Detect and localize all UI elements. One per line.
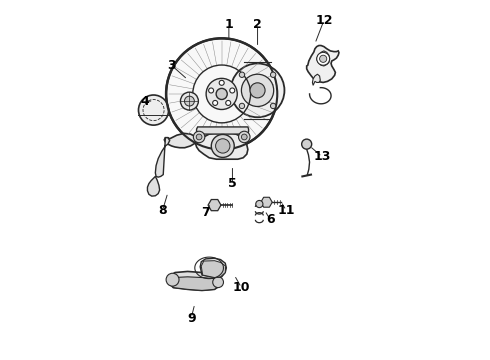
- Polygon shape: [147, 176, 160, 196]
- Circle shape: [270, 72, 276, 77]
- Circle shape: [250, 83, 265, 98]
- Circle shape: [216, 139, 230, 153]
- Circle shape: [256, 201, 263, 208]
- Circle shape: [239, 72, 245, 77]
- Circle shape: [231, 63, 285, 117]
- Text: 2: 2: [253, 18, 262, 31]
- Polygon shape: [261, 197, 272, 207]
- Text: 12: 12: [315, 14, 333, 27]
- Text: 9: 9: [187, 311, 196, 325]
- Circle shape: [166, 273, 179, 286]
- Circle shape: [230, 88, 235, 93]
- Circle shape: [239, 103, 245, 109]
- Circle shape: [226, 100, 231, 105]
- Circle shape: [213, 100, 218, 105]
- Text: 5: 5: [228, 177, 237, 190]
- Polygon shape: [307, 45, 339, 82]
- Polygon shape: [168, 271, 220, 291]
- Circle shape: [219, 80, 224, 85]
- Circle shape: [213, 277, 223, 288]
- Text: 3: 3: [167, 59, 176, 72]
- Circle shape: [239, 131, 250, 143]
- Polygon shape: [196, 132, 248, 159]
- Circle shape: [206, 78, 237, 109]
- Text: 11: 11: [277, 204, 295, 217]
- Text: 1: 1: [224, 18, 233, 31]
- Text: 13: 13: [314, 150, 331, 163]
- Circle shape: [319, 55, 327, 62]
- Circle shape: [270, 103, 276, 109]
- Circle shape: [184, 96, 195, 106]
- Polygon shape: [172, 277, 219, 291]
- Text: 8: 8: [158, 204, 167, 217]
- Circle shape: [242, 134, 247, 140]
- Text: 10: 10: [233, 281, 250, 294]
- Circle shape: [194, 131, 205, 143]
- Circle shape: [139, 95, 169, 125]
- Circle shape: [196, 134, 202, 140]
- Circle shape: [302, 139, 312, 149]
- Circle shape: [209, 88, 214, 93]
- Circle shape: [180, 92, 198, 110]
- Circle shape: [216, 88, 227, 99]
- Polygon shape: [317, 51, 330, 66]
- Circle shape: [317, 52, 330, 65]
- Polygon shape: [201, 261, 225, 278]
- Circle shape: [211, 134, 234, 157]
- Polygon shape: [155, 138, 170, 177]
- Polygon shape: [164, 134, 196, 148]
- Polygon shape: [313, 74, 320, 85]
- Polygon shape: [196, 127, 248, 134]
- Text: 7: 7: [201, 206, 210, 219]
- Text: 4: 4: [140, 95, 149, 108]
- Circle shape: [166, 39, 277, 149]
- Text: 6: 6: [266, 213, 274, 226]
- Polygon shape: [208, 199, 221, 211]
- Polygon shape: [200, 258, 226, 278]
- Circle shape: [242, 74, 274, 107]
